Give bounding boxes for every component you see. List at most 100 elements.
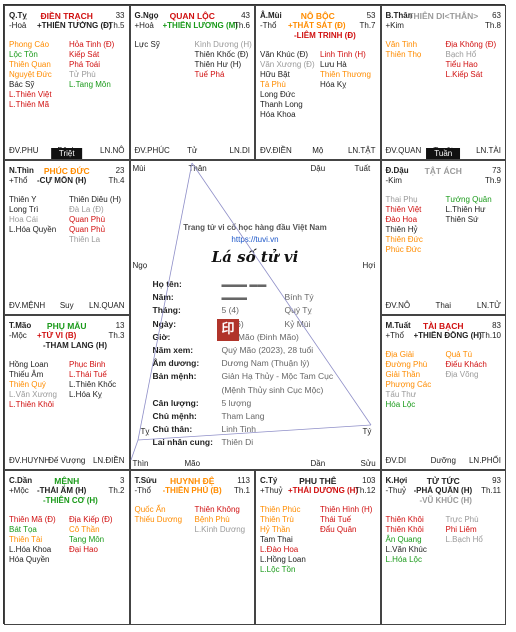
palace-age: 73 xyxy=(492,166,501,175)
info-key: Ngày: xyxy=(152,318,177,329)
major-star: +THIÊN LƯƠNG (M) xyxy=(162,21,238,30)
star-item: Thiên Mã (Đ) xyxy=(9,515,56,524)
star-item: Tiểu Hao xyxy=(445,60,478,69)
star-item: Thiên La xyxy=(69,235,101,244)
palace-footer: ĐV.DI Dưỡng LN.PHỐI xyxy=(386,456,502,466)
star-item: Giải Thần xyxy=(385,370,421,379)
major-star: -THIÊN PHỦ (B) xyxy=(162,486,222,495)
footer-dv: ĐV.PHÚC xyxy=(134,146,170,155)
major-star-2: -THAM LANG (H) xyxy=(43,341,107,350)
footer-stage: Tử xyxy=(187,146,198,155)
palace-element: +Kim xyxy=(385,21,404,30)
palace-branch: Q.Tỵ xyxy=(9,11,27,20)
minor-stars-left: Văn Khúc (Đ) Văn Xương (Đ) Hữu Bật Tả Phù Lo… xyxy=(260,50,322,120)
palace-cell[interactable]: B.Thân THIÊN DI<THÂN> 63 +Kim Th.8 Văn Tinh Th… xyxy=(380,5,506,160)
palace-cell[interactable]: G.Ngọ QUAN LỘC 43 +Hoả +THIÊN LƯƠNG (M) Th.6 L… xyxy=(129,5,255,160)
palace-cell[interactable]: K.Hợi TỬ TỨC 93 -Thuỷ -PHÁ QUÂN (H) Th.11 -VŨ … xyxy=(380,470,506,625)
info-key: Năm xem: xyxy=(152,344,194,355)
footer-ln: LN.TẬT xyxy=(347,146,376,155)
palace-branch: B.Thân xyxy=(385,11,413,20)
palace-cell[interactable]: M.Tuất TÀI BẠCH 83 +Thổ +THIÊN ĐỒNG (H) Th.10… xyxy=(380,315,506,470)
palace-name: TÀI BẠCH xyxy=(422,321,464,331)
star-item: Thiên Khôi xyxy=(385,515,424,524)
chart-title: Lá số tử vi xyxy=(211,248,299,266)
palace-name: PHÚC ĐỨC xyxy=(43,166,90,176)
palace-count: Th.5 xyxy=(108,21,125,30)
palace-cell[interactable]: T.Mão PHỤ MẪU 13 -Mộc +TỬ VI (B) Th.3 -THAM LA… xyxy=(4,315,130,470)
palace-element: -Thổ xyxy=(134,486,151,495)
star-item: Thiên Quan xyxy=(9,60,51,69)
palace-name: PHU THÊ xyxy=(299,476,337,486)
info-key: Chủ thân: xyxy=(152,424,193,435)
corner-label-mui: Mùi xyxy=(132,164,146,173)
palace-count: Th.12 xyxy=(355,486,376,495)
palace-cell[interactable]: C.Dần MỆNH 3 +Mộc -THÁI ÂM (H) Th.2 -THIÊN CƠ … xyxy=(4,470,130,625)
palace-cell[interactable]: N.Thìn PHÚC ĐỨC 23 +Thổ -CỰ MÔN (H) Th.4 Thiên… xyxy=(4,160,130,315)
info-extra: Bính Tý xyxy=(284,292,314,303)
info-row: Họ tên: ▬▬▬ ▬▬ xyxy=(153,278,373,291)
palace-name: QUAN LỘC xyxy=(169,11,215,21)
corner-label-ty: Tỵ xyxy=(140,427,150,436)
star-item: Phong Cáo xyxy=(9,40,50,49)
palace-age: 103 xyxy=(362,476,376,485)
minor-stars-left: Địa Giải Đường Phù Giải Thần Phượng Các Tấu … xyxy=(386,350,448,410)
info-value: 5 (4) xyxy=(221,305,239,316)
star-item: L.Hóa Quyền xyxy=(9,225,57,234)
palace-cell[interactable]: C.Tý PHU THÊ 103 +Thuỷ +THÁI DƯƠNG (H) Th.12 T… xyxy=(255,470,381,625)
palace-cell[interactable]: Â.Mùi NÔ BỘC 53 -Thổ +THẤT SÁT (Đ) Th.7 -LIÊM … xyxy=(255,5,381,160)
minor-stars-left: Lực Sỹ xyxy=(135,40,197,50)
palace-element: +Mộc xyxy=(9,486,29,495)
star-item: Tam Thai xyxy=(260,535,293,544)
footer-dv: ĐV.PHU xyxy=(9,146,39,155)
corner-label-thin: Thìn xyxy=(132,459,149,468)
footer-stage: Suy xyxy=(59,301,74,310)
star-item: L.Thiên Mã xyxy=(9,100,50,109)
star-item: Đại Hao xyxy=(69,545,98,554)
star-item: Tả Phù xyxy=(260,80,286,89)
palace-age: 83 xyxy=(492,321,501,330)
palace-cell[interactable]: Q.Tỵ ĐIỀN TRẠCH 33 -Hoả +THIÊN TƯỚNG (Đ) Th.5… xyxy=(4,5,130,160)
palace-age: 43 xyxy=(241,11,250,20)
star-item: L.Hóa Kỵ xyxy=(69,390,102,399)
minor-stars-right: Thiên Hình (H) Thái Tuế Đẩu Quân xyxy=(320,505,380,535)
palace-element: +Thuỷ xyxy=(260,486,283,495)
info-key: Năm: xyxy=(152,292,174,303)
footer-dv: ĐV.ĐIỀN xyxy=(260,146,292,155)
info-row: Chủ mệnh: Tham Lang xyxy=(153,410,373,423)
info-row: Cân lượng: 5 lượng xyxy=(153,397,373,410)
corner-label-tuat: Tuất xyxy=(354,164,371,173)
palace-branch: C.Dần xyxy=(9,476,33,485)
palace-element: +Thổ xyxy=(9,176,28,185)
corner-label-dau: Dậu xyxy=(310,164,326,173)
star-item: Lưu Hà xyxy=(320,60,347,69)
info-key: Họ tên: xyxy=(152,279,182,289)
star-item: Thanh Long xyxy=(260,100,303,109)
palace-cell[interactable]: T.Sửu HUYNH ĐỆ 113 -Thổ -THIÊN PHỦ (B) Th.1 Qu… xyxy=(129,470,255,625)
palace-element: +Hoả xyxy=(134,21,154,30)
info-key: Âm dương: xyxy=(152,358,200,369)
site-url-link[interactable]: https://tuvi.vn xyxy=(231,235,279,244)
star-item: Trực Phù xyxy=(445,515,479,524)
palace-element: -Kim xyxy=(385,176,402,185)
star-item: Ân Quang xyxy=(385,535,422,544)
star-item: Thiên Phúc xyxy=(260,505,301,514)
star-item: Phá Toái xyxy=(69,60,100,69)
star-item: Hóa Quyền xyxy=(9,555,50,564)
palace-age: 93 xyxy=(492,476,501,485)
info-row: Âm dương: Dương Nam (Thuận lý) xyxy=(153,357,373,370)
site-tagline: Trang tử vi cổ học hàng đầu Việt Nam xyxy=(183,223,327,232)
star-item: L.Thiên Khôi xyxy=(9,400,54,409)
star-item: Quả Tú xyxy=(445,350,473,359)
palace-header: K.Hợi TỬ TỨC 93 -Thuỷ -PHÁ QUÂN (H) Th.11 -VŨ … xyxy=(386,476,502,505)
info-value: (Mệnh Thủy sinh Cục Mộc) xyxy=(221,384,324,395)
palace-count: Th.1 xyxy=(233,486,250,495)
star-item: Thiên Thương xyxy=(320,70,371,79)
info-extra: Kỷ Mùi xyxy=(284,318,311,329)
star-item: Văn Tinh xyxy=(385,40,418,49)
star-item: Lộc Tồn xyxy=(9,50,38,59)
info-value: 5 lượng xyxy=(221,397,252,408)
star-item: Bạch Hổ xyxy=(445,50,477,59)
palace-cell[interactable]: Đ.Dậu TẬT ÁCH 73 -Kim Th.9 Thai Phụ Thiên Việt… xyxy=(380,160,506,315)
star-item: L.Thiên Khốc xyxy=(69,380,117,389)
info-key: Bản mệnh: xyxy=(152,371,197,382)
